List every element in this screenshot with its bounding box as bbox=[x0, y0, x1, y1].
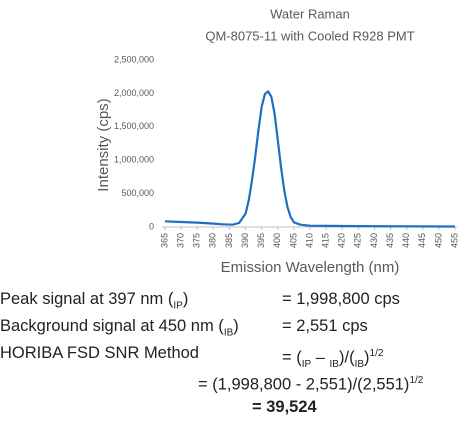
calc-value: = 2,551 cps bbox=[282, 313, 368, 340]
y-axis-label: Intensity (cps) bbox=[95, 98, 112, 191]
x-tick-label: 405 bbox=[288, 233, 298, 248]
chart-subtitle: QM-8075-11 with Cooled R928 PMT bbox=[205, 28, 414, 43]
calc-value-part: = 39,524 bbox=[252, 398, 317, 416]
calc-value-part: )/( bbox=[338, 348, 355, 367]
calc-row: HORIBA FSD SNR Method = (IP – IB)/(IB)1/2 bbox=[0, 340, 474, 370]
y-tick-label: 500,000 bbox=[121, 188, 154, 198]
y-tick-label: 1,500,000 bbox=[114, 121, 154, 131]
calc-label-part: ) bbox=[233, 317, 239, 335]
x-tick-label: 420 bbox=[337, 233, 347, 248]
x-tick-label: 415 bbox=[320, 233, 330, 248]
y-tick-label: 2,500,000 bbox=[114, 54, 154, 64]
x-tick-label: 425 bbox=[353, 233, 363, 248]
calc-row: Background signal at 450 nm (IB) = 2,551 … bbox=[0, 313, 474, 340]
calc-value: = 1,998,800 cps bbox=[282, 286, 400, 313]
x-tick-label: 365 bbox=[159, 233, 169, 248]
calc-value-part: – bbox=[311, 348, 330, 367]
x-tick-label: 435 bbox=[385, 233, 395, 248]
calc-label-part: Peak signal at 397 nm ( bbox=[0, 290, 174, 308]
calc-label: Peak signal at 397 nm (IP) bbox=[0, 286, 188, 319]
calc-label-part: IP bbox=[173, 300, 183, 312]
calc-row: = (1,998,800 - 2,551)/(2,551)1/2 bbox=[0, 367, 474, 394]
x-tick-label: 440 bbox=[401, 233, 411, 248]
y-tick-label: 2,000,000 bbox=[114, 88, 154, 98]
x-tick-label: 450 bbox=[433, 233, 443, 248]
calc-label-part: HORIBA FSD SNR Method bbox=[0, 344, 199, 362]
x-tick-label: 445 bbox=[417, 233, 427, 248]
calc-value-part: 1/2 bbox=[409, 375, 424, 386]
calculation: Peak signal at 397 nm (IP) = 1,998,800 cp… bbox=[0, 286, 474, 421]
x-tick-label: 430 bbox=[369, 233, 379, 248]
x-tick-label: 385 bbox=[224, 233, 234, 248]
x-tick-label: 370 bbox=[175, 233, 185, 248]
y-tick-label: 0 bbox=[149, 221, 154, 231]
calc-value: = (IP – IB)/(IB)1/2 bbox=[282, 340, 383, 378]
chart: Water Raman QM-8075-11 with Cooled R928 … bbox=[95, 6, 459, 276]
calc-row: = 39,524 bbox=[0, 394, 474, 421]
calc-value-part: IB bbox=[354, 358, 365, 370]
x-tick-label: 410 bbox=[304, 233, 314, 248]
calc-value: = 39,524 bbox=[252, 394, 317, 421]
calc-value-part: = 1,998,800 cps bbox=[282, 290, 400, 308]
calc-value-part: ) bbox=[364, 348, 370, 367]
x-tick-label: 375 bbox=[192, 233, 202, 248]
calc-value-part: IP bbox=[301, 358, 312, 370]
chart-title: Water Raman bbox=[270, 6, 350, 21]
x-tick-label: 380 bbox=[208, 233, 218, 248]
calc-label: HORIBA FSD SNR Method bbox=[0, 340, 199, 367]
x-tick-label: 395 bbox=[256, 233, 266, 248]
calc-label-part: ) bbox=[182, 290, 189, 308]
calc-value-part: = ( bbox=[282, 348, 302, 367]
y-tick-label: 1,000,000 bbox=[114, 155, 154, 165]
calc-value-part: = 2,551 cps bbox=[282, 317, 368, 335]
calc-value-part: = (1,998,800 - 2,551)/(2,551) bbox=[198, 375, 410, 394]
x-tick-label: 400 bbox=[272, 233, 282, 248]
calc-value: = (1,998,800 - 2,551)/(2,551)1/2 bbox=[198, 367, 423, 399]
calc-value-part: 1/2 bbox=[369, 348, 384, 359]
x-tick-label: 455 bbox=[449, 233, 459, 248]
calc-value-part: IB bbox=[329, 358, 339, 370]
x-axis-label: Emission Wavelength (nm) bbox=[221, 259, 400, 276]
calc-row: Peak signal at 397 nm (IP) = 1,998,800 cp… bbox=[0, 286, 474, 313]
calc-label-part: Background signal at 450 nm ( bbox=[0, 317, 224, 335]
x-tick-label: 390 bbox=[240, 233, 250, 248]
calc-label-part: IB bbox=[223, 327, 234, 339]
calc-label: Background signal at 450 nm (IB) bbox=[0, 313, 239, 346]
data-line bbox=[164, 90, 455, 228]
